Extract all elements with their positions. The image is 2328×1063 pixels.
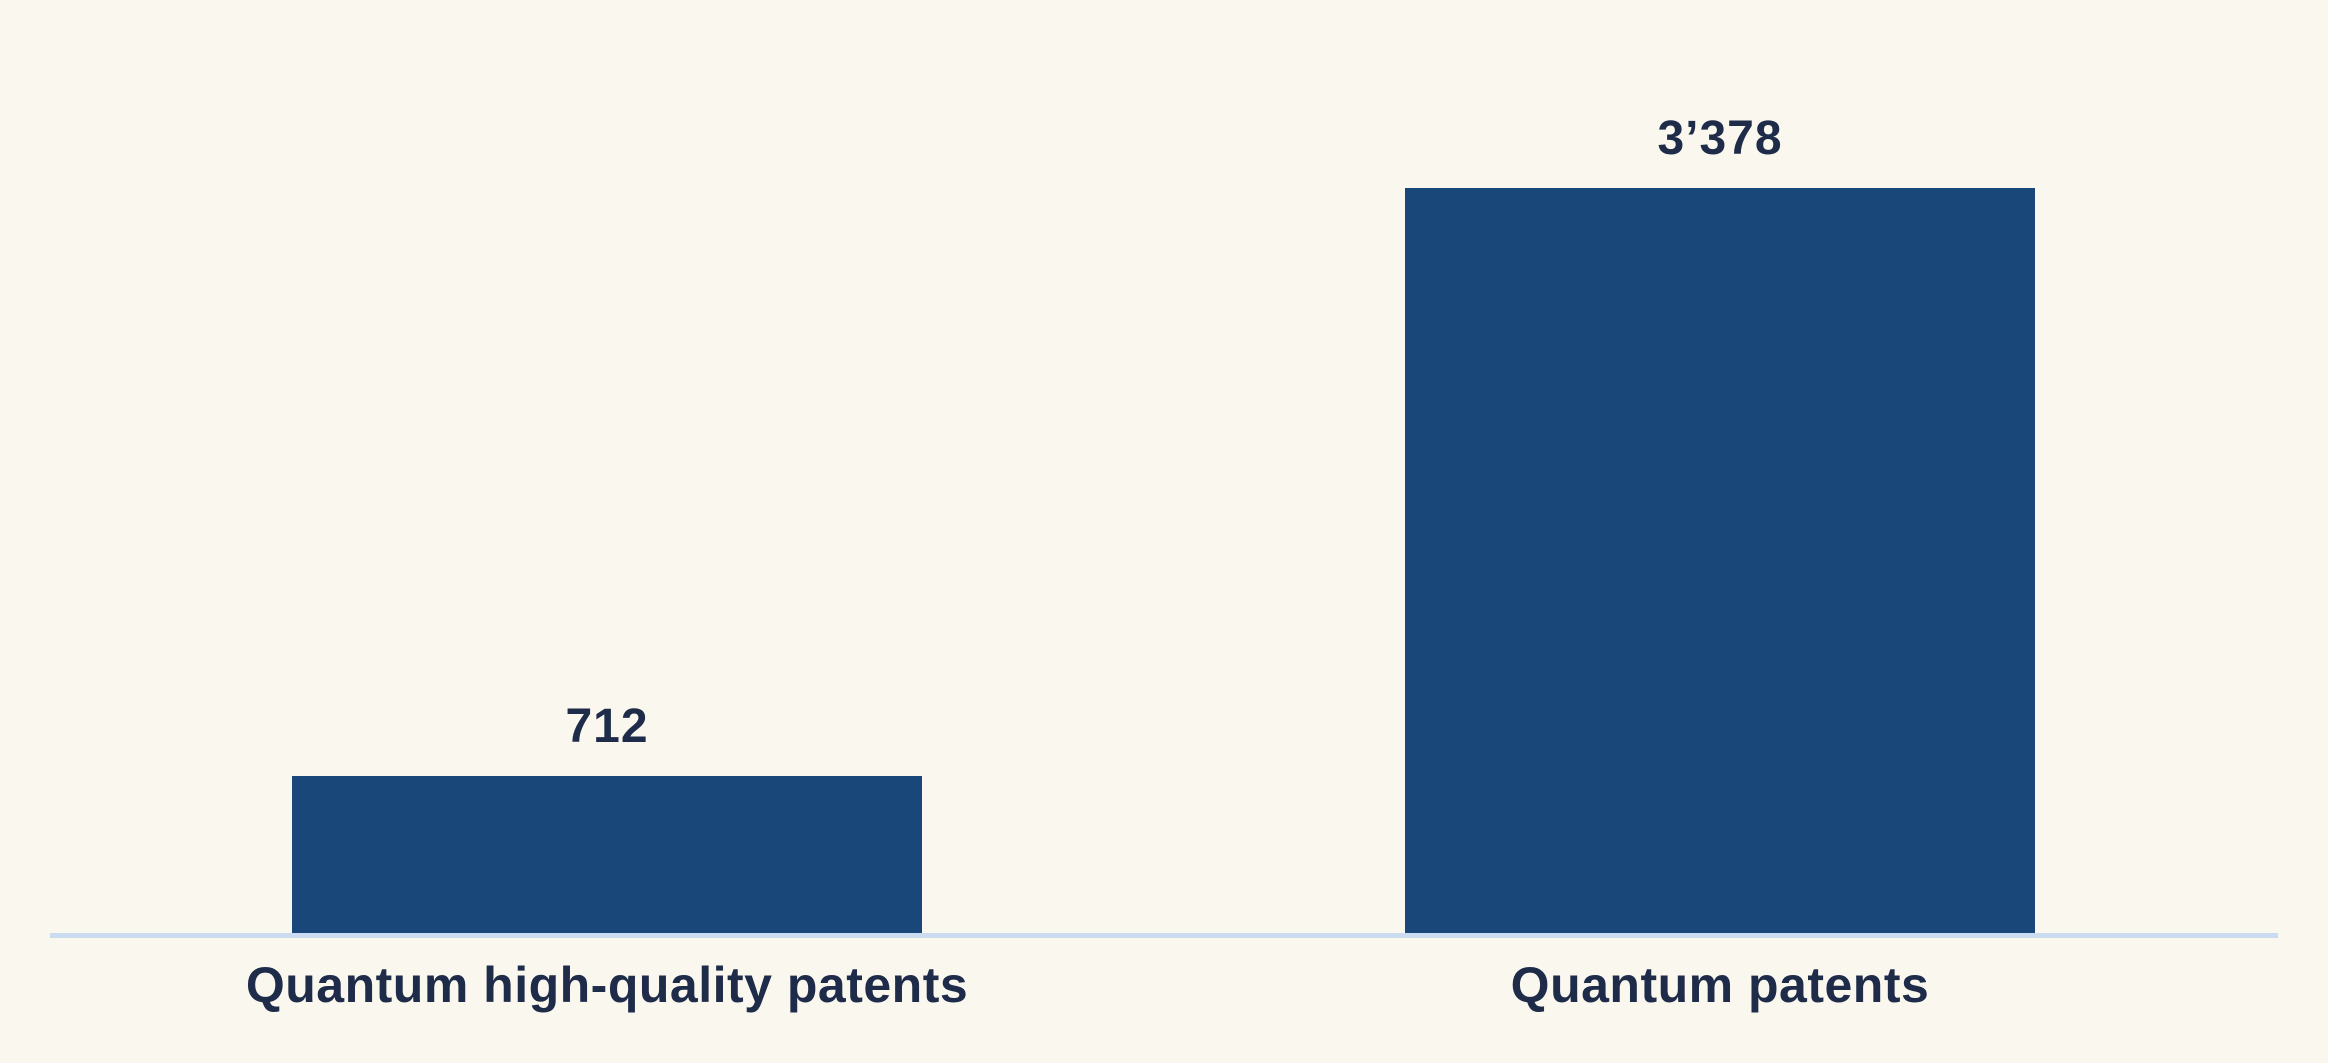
category-label-quantum-patents: Quantum patents	[1510, 957, 1930, 1013]
bar-quantum-high-quality-patents	[292, 776, 922, 933]
bar-group-quantum-patents: 3’378	[1405, 112, 2035, 933]
bar-quantum-patents	[1405, 188, 2035, 933]
bar-value-label: 3’378	[1657, 112, 1783, 166]
category-label-quantum-high-quality-patents: Quantum high-quality patents	[245, 957, 969, 1013]
bar-value-label: 712	[565, 700, 649, 754]
bar-group-quantum-high-quality-patents: 712	[292, 700, 922, 933]
x-axis-line	[50, 933, 2278, 938]
